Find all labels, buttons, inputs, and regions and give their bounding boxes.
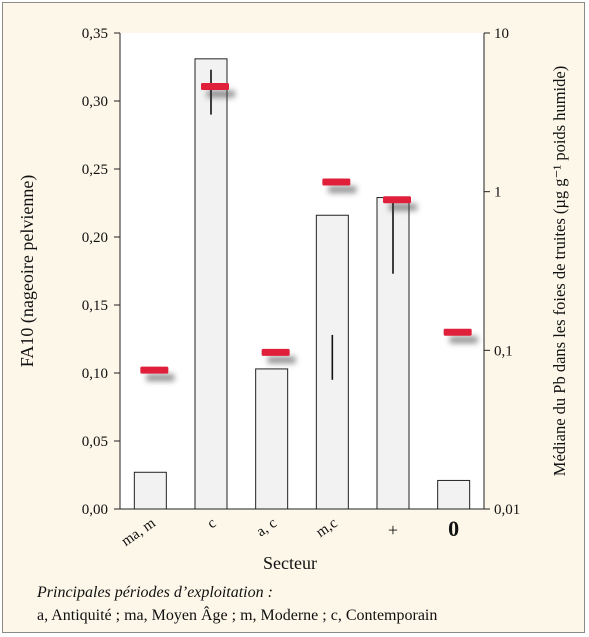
right-tick-label: 0,1 <box>494 343 513 359</box>
marker-shadow <box>328 186 357 194</box>
pb-median-marker <box>383 196 411 204</box>
left-axis-title: FA10 (nageoire pelvienne) <box>17 175 38 368</box>
right-tick-label: 10 <box>494 26 509 42</box>
bar <box>133 471 167 510</box>
left-tick-label: 0,25 <box>82 162 108 178</box>
left-tick-label: 0,30 <box>82 94 108 110</box>
marker-shadow <box>267 356 296 364</box>
x-category-label: a, c <box>254 515 281 540</box>
pb-median-marker <box>201 83 229 91</box>
right-tick-label: 1 <box>494 185 502 201</box>
bar <box>194 58 228 510</box>
marker-shadow <box>449 336 478 344</box>
bar <box>437 479 471 510</box>
left-tick-label: 0,10 <box>82 366 108 382</box>
marker-shadow <box>207 90 235 98</box>
x-category-label: c <box>205 515 220 532</box>
left-tick-label: 0,20 <box>82 230 108 246</box>
x-category-label: 0 <box>448 516 459 541</box>
exploitation-periods-title: Principales périodes d’exploitation : <box>37 584 273 601</box>
left-tick-label: 0,05 <box>82 434 108 450</box>
x-axis-title: Secteur <box>263 553 317 573</box>
marker-shadow <box>146 374 175 382</box>
pb-median-marker <box>261 348 290 356</box>
left-tick-label: 0,00 <box>82 502 108 518</box>
right-axis-title: Médiane du Pb dans les foies de truites … <box>550 66 569 476</box>
pb-median-marker <box>140 366 169 374</box>
exploitation-periods-legend: a, Antiquité ; ma, Moyen Âge ; m, Modern… <box>37 607 438 624</box>
marker-shadow <box>389 203 417 211</box>
bar <box>255 368 289 510</box>
x-category-label: + <box>388 520 398 540</box>
left-tick-label: 0,15 <box>82 298 108 314</box>
pb-median-marker <box>443 328 472 336</box>
right-tick-label: 0,01 <box>494 502 520 518</box>
chart: 0,00 0,05 0,10 0,15 0,20 0,25 0,30 0,35 0,01 0,1 1… <box>17 26 569 573</box>
plot-area <box>120 33 484 509</box>
x-category-label: m,c <box>313 515 341 541</box>
pb-median-marker <box>322 178 351 186</box>
left-tick-label: 0,35 <box>82 26 108 42</box>
x-category-label: ma, m <box>119 515 159 550</box>
